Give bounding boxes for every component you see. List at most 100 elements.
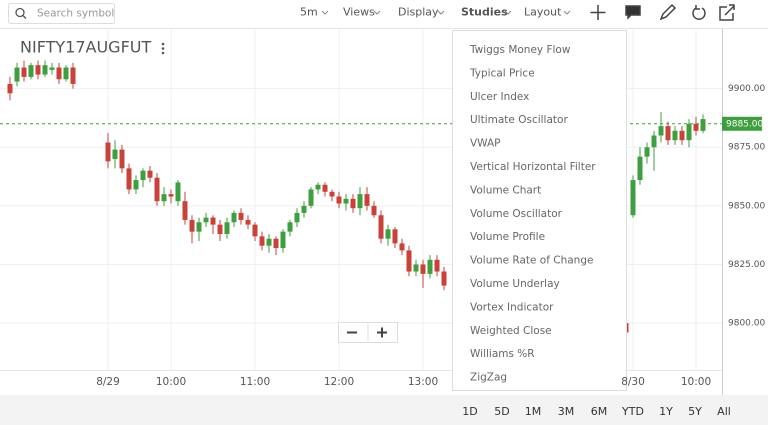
- search-placeholder: Search symbol: [37, 8, 114, 20]
- range-button[interactable]: 5Y: [688, 405, 702, 418]
- toolbar-menu[interactable]: Studies: [461, 6, 508, 19]
- refresh-icon[interactable]: [692, 5, 706, 20]
- menu-item[interactable]: Ulcer Index: [470, 91, 529, 103]
- toolbar-menu[interactable]: 5m: [300, 6, 318, 19]
- menu-item[interactable]: Volume Underlay: [470, 278, 560, 290]
- x-tick-label: 8/29: [96, 376, 120, 388]
- x-tick-label: 12:00: [324, 376, 354, 388]
- menu-item[interactable]: Volume Oscillator: [470, 208, 563, 220]
- candle-body: [336, 196, 342, 204]
- toolbar-icons: [590, 3, 735, 21]
- candle-body: [203, 217, 209, 223]
- toolbar-menu[interactable]: Views: [343, 6, 375, 19]
- menu-item[interactable]: ZigZag: [470, 372, 507, 384]
- candle-body: [301, 205, 307, 213]
- zoom-in-button[interactable]: [377, 327, 387, 338]
- candle-body: [70, 67, 76, 84]
- range-button[interactable]: 6M: [591, 405, 608, 418]
- menu-item[interactable]: VWAP: [470, 138, 501, 150]
- menu-item[interactable]: Vortex Indicator: [470, 301, 554, 313]
- comment-icon[interactable]: [625, 5, 641, 20]
- menu-chevron: [563, 10, 571, 15]
- candle-body: [441, 271, 447, 286]
- export-icon[interactable]: [719, 4, 735, 21]
- dropdown-panel: [452, 30, 627, 391]
- candle-body: [147, 170, 153, 178]
- menu-item[interactable]: Volume Profile: [470, 231, 545, 243]
- candle-body: [140, 170, 146, 181]
- candle-body: [434, 259, 440, 272]
- candle-body: [168, 194, 174, 197]
- candle-body: [21, 67, 27, 77]
- candle-body: [49, 67, 55, 70]
- menu-item[interactable]: Vertical Horizontal Filter: [470, 161, 596, 173]
- candle-body: [686, 123, 692, 141]
- candle-body: [154, 177, 160, 202]
- x-tick-label: 10:00: [156, 376, 186, 388]
- menu-chevron: [373, 10, 381, 15]
- search-box[interactable]: [8, 3, 115, 24]
- range-button[interactable]: 5D: [494, 405, 509, 418]
- y-tick-label: 9900.00: [728, 84, 765, 94]
- candle-body: [266, 238, 272, 246]
- menu-item[interactable]: Volume Chart: [470, 184, 541, 196]
- menu-item[interactable]: Typical Price: [469, 67, 535, 79]
- candle-body: [700, 119, 706, 131]
- menu-chevron: [504, 10, 512, 15]
- candle-body: [350, 198, 356, 209]
- range-button[interactable]: 1Y: [659, 405, 673, 418]
- symbol-title: NIFTY17AUGFUT: [20, 38, 151, 57]
- menu-item[interactable]: Weighted Close: [470, 325, 552, 337]
- x-tick-label: 10:00: [681, 376, 711, 388]
- range-button[interactable]: YTD: [621, 405, 644, 418]
- y-tick-label: 9850.00: [728, 201, 765, 211]
- menu-item[interactable]: Twiggs Money Flow: [469, 44, 571, 56]
- symbol-menu-icon[interactable]: [161, 42, 165, 55]
- candle-body: [392, 229, 398, 244]
- candle-body: [413, 264, 419, 272]
- y-tick-label: 9825.00: [728, 260, 765, 270]
- candle-body: [112, 149, 118, 159]
- menu-chevron: [437, 10, 445, 15]
- menu-item[interactable]: Williams %R: [470, 348, 535, 360]
- range-button[interactable]: 3M: [558, 405, 575, 418]
- candle-body: [329, 191, 335, 197]
- candle-body: [322, 184, 328, 192]
- add-icon[interactable]: [590, 5, 606, 20]
- candle-body: [287, 222, 293, 232]
- candle-body: [14, 67, 20, 82]
- candle-body: [175, 182, 181, 202]
- candle-body: [231, 212, 237, 223]
- candle-body: [364, 194, 370, 206]
- candle-body: [406, 250, 412, 272]
- range-button[interactable]: 1D: [462, 405, 477, 418]
- range-button[interactable]: 1M: [525, 405, 542, 418]
- search-icon: [15, 7, 25, 18]
- range-button[interactable]: All: [717, 405, 731, 418]
- candle-body: [679, 130, 685, 141]
- search-icon: [22, 15, 27, 19]
- menu-item[interactable]: Ultimate Oscillator: [470, 114, 568, 126]
- candle-body: [378, 215, 384, 239]
- price-label: 9885.00: [726, 119, 763, 129]
- candle-body: [189, 219, 195, 232]
- toolbar-menu[interactable]: Layout: [524, 6, 562, 19]
- candle-body: [35, 65, 41, 75]
- studies-dropdown: Twiggs Money Flow Typical Price Ulcer Inde…: [452, 30, 627, 391]
- candle-body: [343, 198, 349, 204]
- candle-body: [252, 224, 258, 237]
- candle-body: [217, 224, 223, 234]
- draw-icon[interactable]: [659, 3, 677, 21]
- candle-body: [315, 184, 321, 190]
- candle-body: [672, 130, 678, 141]
- menu-item[interactable]: Volume Rate of Change: [470, 255, 593, 267]
- candle-body: [357, 194, 363, 209]
- candle-body: [630, 180, 636, 216]
- price-label-box: [722, 116, 762, 131]
- candle-body: [210, 217, 216, 225]
- candle-body: [427, 259, 433, 274]
- y-tick-label: 9875.00: [728, 143, 765, 153]
- candle-body: [224, 222, 230, 234]
- toolbar-menu[interactable]: Display: [398, 6, 439, 19]
- candle-body: [126, 168, 132, 190]
